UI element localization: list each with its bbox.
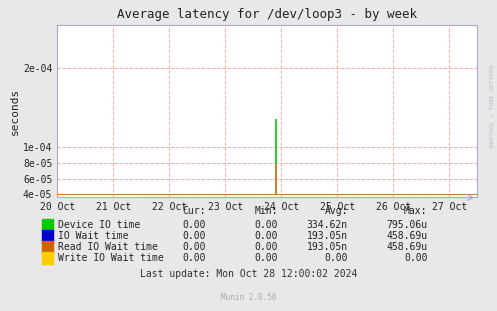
Text: Min:: Min:: [255, 207, 278, 216]
Text: 0.00: 0.00: [255, 220, 278, 230]
Text: Max:: Max:: [404, 207, 427, 216]
Text: 193.05n: 193.05n: [307, 231, 348, 241]
Text: Cur:: Cur:: [183, 207, 206, 216]
Text: Avg:: Avg:: [325, 207, 348, 216]
Text: 0.00: 0.00: [255, 242, 278, 252]
Text: 0.00: 0.00: [325, 253, 348, 263]
Text: 0.00: 0.00: [183, 253, 206, 263]
Text: 0.00: 0.00: [183, 220, 206, 230]
Text: 795.06u: 795.06u: [386, 220, 427, 230]
Text: Munin 2.0.56: Munin 2.0.56: [221, 293, 276, 301]
Text: 0.00: 0.00: [255, 231, 278, 241]
Text: RRDTOOL / TOBI OETIKER: RRDTOOL / TOBI OETIKER: [490, 64, 495, 147]
Text: Device IO time: Device IO time: [58, 220, 140, 230]
Text: 334.62n: 334.62n: [307, 220, 348, 230]
Text: Write IO Wait time: Write IO Wait time: [58, 253, 164, 263]
Y-axis label: seconds: seconds: [10, 88, 20, 135]
Text: 0.00: 0.00: [404, 253, 427, 263]
Text: IO Wait time: IO Wait time: [58, 231, 129, 241]
Text: 0.00: 0.00: [183, 242, 206, 252]
Text: 458.69u: 458.69u: [386, 231, 427, 241]
Text: Last update: Mon Oct 28 12:00:02 2024: Last update: Mon Oct 28 12:00:02 2024: [140, 269, 357, 279]
Text: 458.69u: 458.69u: [386, 242, 427, 252]
Text: 0.00: 0.00: [183, 231, 206, 241]
Text: 0.00: 0.00: [255, 253, 278, 263]
Text: Read IO Wait time: Read IO Wait time: [58, 242, 158, 252]
Text: 193.05n: 193.05n: [307, 242, 348, 252]
Title: Average latency for /dev/loop3 - by week: Average latency for /dev/loop3 - by week: [117, 8, 417, 21]
